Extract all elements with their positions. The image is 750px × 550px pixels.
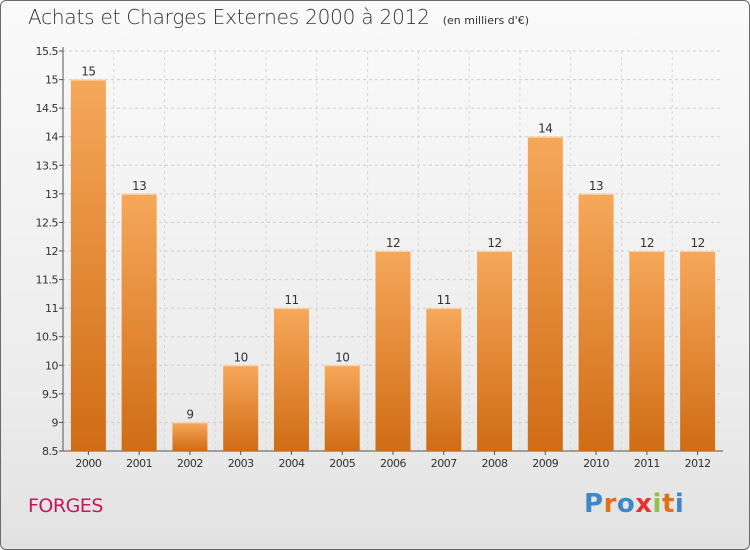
x-tick-label: 2002	[177, 457, 203, 470]
x-tick-label: 2000	[75, 457, 101, 470]
proxiti-logo: Proxiti	[584, 489, 684, 519]
labels: 8.5 9 9.5 10 10.5 11 11.5 12 12.5 13 13.5 14 14.5 15 1…	[36, 45, 712, 470]
bar	[578, 193, 614, 451]
bar	[223, 365, 259, 451]
bar-value-label: 11	[437, 293, 451, 307]
y-tick-label: 11.5	[36, 274, 59, 287]
x-tick-label: 2006	[380, 457, 406, 470]
logo-letter: r	[603, 489, 617, 519]
chart-title-row: Achats et Charges Externes 2000 à 2012 (…	[28, 5, 529, 29]
y-tick-label: 9	[52, 416, 59, 429]
x-tick-label: 2004	[278, 457, 304, 470]
bar-value-label: 13	[589, 179, 603, 193]
logo-letter: P	[584, 489, 604, 519]
bar-value-label: 11	[284, 293, 298, 307]
y-tick-label: 10	[45, 359, 58, 372]
bar	[629, 251, 665, 451]
y-tick-label: 14.5	[36, 102, 59, 115]
x-tick-label: 2011	[634, 457, 660, 470]
bar-value-label: 10	[335, 350, 349, 364]
y-tick-label: 14	[45, 131, 58, 144]
bar-value-label: 10	[234, 350, 248, 364]
logo-letter: x	[635, 489, 653, 519]
bar-value-label: 13	[132, 179, 146, 193]
chart-title: Achats et Charges Externes 2000 à 2012	[28, 5, 430, 29]
y-tick-label: 15	[45, 74, 58, 87]
bar-value-label: 12	[690, 236, 704, 250]
bar	[527, 136, 563, 451]
bar-value-label: 15	[81, 65, 95, 79]
x-tick-label: 2003	[228, 457, 254, 470]
bar	[70, 79, 106, 452]
y-tick-label: 12.5	[36, 216, 59, 229]
bar	[680, 251, 716, 451]
bar	[324, 365, 360, 451]
bar	[375, 251, 411, 451]
commune-name: FORGES	[28, 495, 103, 517]
bars	[70, 79, 716, 452]
y-tick-label: 15.5	[36, 45, 59, 58]
logo-letter: i	[674, 489, 685, 519]
bar	[477, 251, 513, 451]
bar	[426, 308, 462, 451]
bar-value-label: 12	[487, 236, 501, 250]
logo-letter: t	[661, 489, 675, 519]
y-tick-label: 11	[45, 302, 58, 315]
bar-value-label: 14	[538, 122, 552, 136]
y-tick-label: 9.5	[42, 388, 58, 401]
y-tick-label: 13	[45, 188, 58, 201]
bar-value-label: 12	[640, 236, 654, 250]
bar	[273, 308, 309, 451]
bar-value-label: 12	[386, 236, 400, 250]
y-tick-label: 10.5	[36, 331, 59, 344]
x-tick-label: 2001	[126, 457, 152, 470]
bar	[121, 193, 157, 451]
y-tick-label: 12	[45, 245, 58, 258]
bar	[172, 422, 208, 451]
logo-letter: i	[652, 489, 662, 519]
y-tick-label: 8.5	[42, 445, 58, 458]
bar-value-label: 9	[186, 407, 193, 421]
logo-letter: o	[616, 489, 636, 519]
x-tick-label: 2005	[329, 457, 355, 470]
x-tick-label: 2010	[583, 457, 609, 470]
x-tick-label: 2007	[431, 457, 457, 470]
x-tick-label: 2012	[685, 457, 711, 470]
x-tick-label: 2009	[532, 457, 558, 470]
chart-subtitle: (en milliers d'€)	[442, 14, 530, 27]
y-tick-label: 13.5	[36, 159, 59, 172]
x-tick-label: 2008	[482, 457, 508, 470]
